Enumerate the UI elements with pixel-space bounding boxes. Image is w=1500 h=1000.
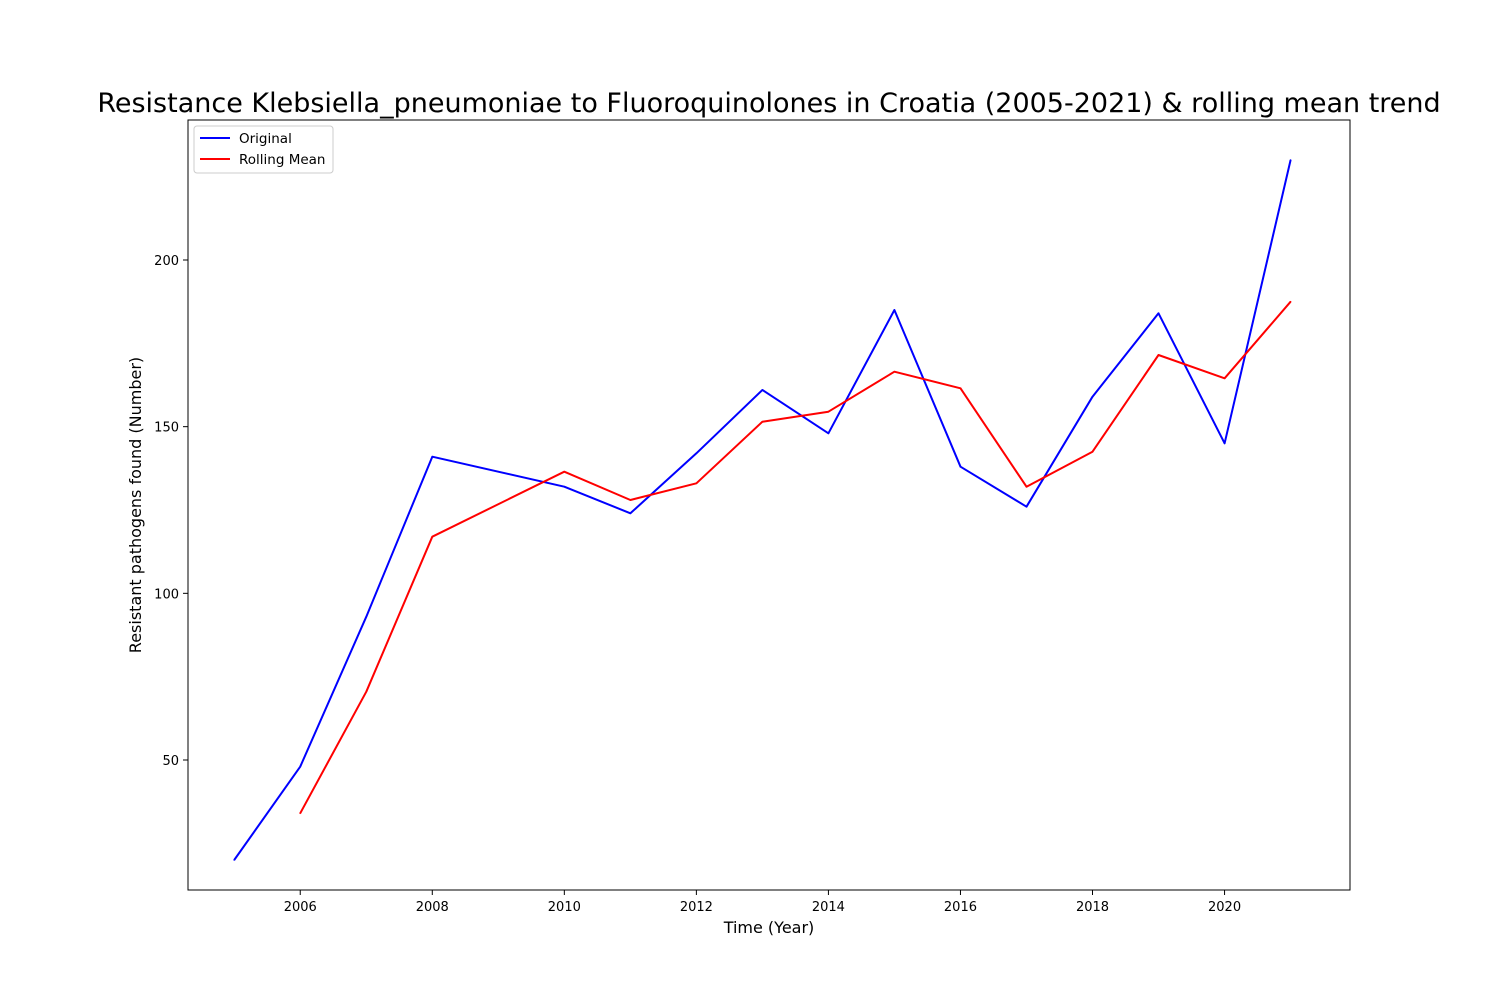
- data-point: [1025, 485, 1028, 488]
- data-point: [365, 690, 368, 693]
- data-point: [827, 410, 830, 413]
- data-point: [563, 470, 566, 473]
- data-point: [629, 512, 632, 515]
- data-point: [1289, 159, 1292, 161]
- y-tick-label: 50: [162, 754, 179, 769]
- series-layer: [233, 159, 1292, 861]
- data-point: [431, 455, 434, 458]
- y-axis-label: Resistant pathogens found (Number): [126, 357, 145, 653]
- data-point: [431, 535, 434, 538]
- data-point: [629, 499, 632, 501]
- data-point: [1091, 450, 1094, 453]
- x-tick-label: 2006: [284, 900, 317, 915]
- data-point: [1157, 354, 1160, 356]
- y-tick-label: 150: [154, 421, 179, 436]
- x-axis-label: Time (Year): [723, 918, 815, 937]
- data-point: [1223, 377, 1226, 380]
- x-tick-label: 2020: [1208, 900, 1241, 915]
- data-point: [299, 812, 302, 815]
- x-axis: 2006 2008 2010 2012 2014 2016 2018 2020: [284, 890, 1241, 915]
- x-tick-label: 2012: [680, 900, 713, 915]
- y-tick-label: 200: [154, 254, 179, 269]
- data-point: [1091, 395, 1094, 398]
- x-tick-label: 2010: [548, 900, 581, 915]
- data-point: [761, 389, 764, 391]
- data-point: [959, 387, 962, 390]
- data-point: [761, 420, 764, 423]
- data-point: [695, 452, 698, 455]
- y-axis: 50 100 150 200: [154, 254, 188, 769]
- data-point: [1223, 442, 1226, 445]
- plot-area: [187, 119, 1351, 891]
- data-point: [233, 859, 235, 861]
- data-point: [563, 485, 566, 488]
- data-point: [1157, 312, 1160, 315]
- legend-label-rolling-mean: Rolling Mean: [239, 152, 325, 168]
- data-point: [827, 432, 830, 435]
- series-line-original: [233, 159, 1292, 861]
- data-point: [893, 370, 896, 373]
- legend: Original Rolling Mean: [193, 125, 334, 174]
- legend-label-original: Original: [239, 131, 292, 147]
- x-tick-label: 2014: [812, 900, 845, 915]
- chart-title: Resistance Klebsiella_pneumoniae to Fluo…: [97, 88, 1440, 119]
- x-tick-label: 2016: [944, 900, 977, 915]
- data-point: [365, 615, 368, 618]
- data-point: [1289, 300, 1292, 303]
- x-tick-label: 2018: [1076, 900, 1109, 915]
- data-point: [1025, 505, 1028, 508]
- data-point: [695, 482, 698, 485]
- y-tick-label: 100: [154, 587, 179, 602]
- data-point: [299, 765, 302, 768]
- data-point: [959, 465, 962, 468]
- x-tick-label: 2008: [416, 900, 449, 915]
- data-point: [893, 309, 896, 311]
